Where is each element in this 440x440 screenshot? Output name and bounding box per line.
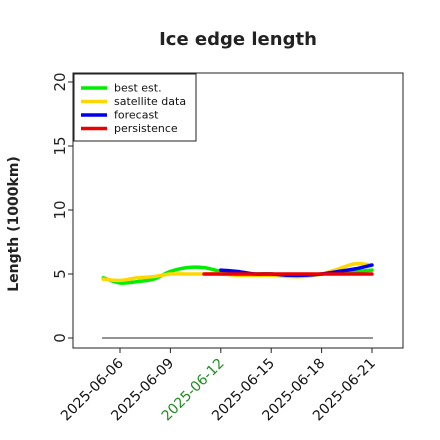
y-axis-label: Length (1000km) [6,156,22,292]
y-tick-label: 0 [51,333,69,343]
legend-label: forecast [114,109,159,122]
y-tick-label: 15 [51,136,69,155]
legend-label: satellite data [114,95,186,108]
legend-label: best est. [114,82,162,95]
y-axis-ticks: 0 5 10 15 20 [51,72,73,343]
series-lines [101,261,374,285]
y-tick-label: 5 [51,269,69,279]
y-tick-label: 20 [51,72,69,91]
legend-label: persistence [114,122,178,135]
chart-title: Ice edge length [159,29,317,50]
legend: best est.satellite dataforecastpersisten… [73,73,197,142]
y-tick-label: 10 [51,200,69,219]
x-axis-ticks: 2025-06-062025-06-092025-06-122025-06-15… [58,348,379,424]
